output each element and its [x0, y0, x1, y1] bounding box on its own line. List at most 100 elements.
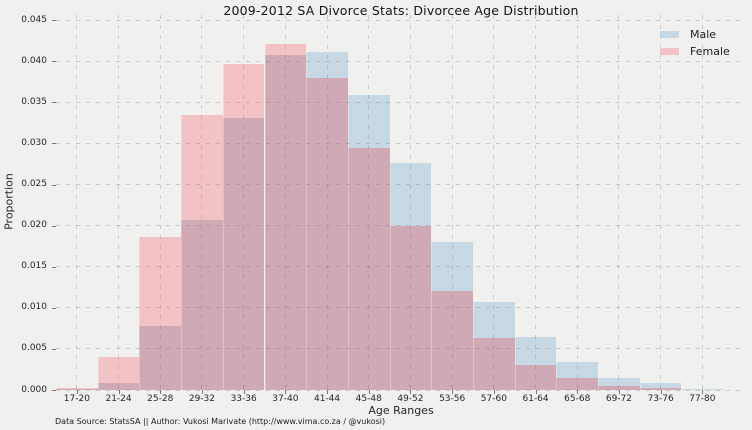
x-tickmark [285, 390, 287, 394]
x-tickmark [243, 390, 245, 394]
vertical-gridline [243, 15, 245, 390]
vertical-gridline [159, 15, 161, 390]
horizontal-gridline [56, 101, 746, 103]
male-legend-swatch [660, 31, 679, 38]
x-tick-label: 17-20 [63, 394, 90, 404]
y-tick-label: 0.045 [21, 14, 47, 25]
x-tick-label: 37-40 [272, 394, 299, 404]
y-tick-label: 0.010 [21, 302, 47, 313]
x-tick-label: 73-76 [647, 394, 674, 404]
bar-overlap-21-24 [97, 383, 140, 390]
vertical-gridline [451, 15, 453, 390]
x-tickmark [76, 390, 78, 394]
bar-overlap-41-44 [306, 77, 348, 390]
vertical-gridline [326, 15, 328, 390]
x-tickmark [702, 390, 704, 394]
y-tickmark [52, 102, 56, 104]
female-legend-swatch [660, 48, 679, 55]
y-tickmark [52, 307, 56, 309]
bar-male-45-48 [347, 94, 390, 149]
bar-overlap-37-40 [264, 54, 307, 390]
x-tick-label: 65-68 [564, 394, 591, 404]
vertical-gridline [701, 15, 703, 390]
horizontal-gridline [56, 307, 746, 309]
vertical-gridline [493, 15, 495, 390]
vertical-gridline [118, 15, 120, 390]
horizontal-gridline [56, 184, 746, 185]
bar-male-65-68 [556, 362, 599, 379]
x-tickmark [118, 390, 120, 394]
x-tick-label: 45-48 [355, 394, 382, 404]
bar-overlap-69-72 [598, 385, 640, 390]
x-tick-label: 77-80 [689, 394, 716, 404]
bar-female-33-36 [222, 63, 265, 118]
x-axis-label: Age Ranges [368, 404, 434, 417]
y-tick-label: 0.025 [21, 179, 47, 189]
bar-overlap-45-48 [347, 148, 390, 390]
x-tick-label: 25-28 [147, 394, 174, 404]
legend: Male Female [660, 26, 730, 60]
y-tickmark [52, 184, 56, 186]
y-tick-label: 0.035 [21, 96, 47, 107]
bar-male-41-44 [306, 52, 348, 78]
vertical-gridline [76, 15, 78, 390]
bar-male-49-52 [389, 163, 432, 226]
data-source-footnote: Data Source: StatsSA || Author: Vukosi M… [55, 417, 386, 426]
x-tick-label: 69-72 [605, 394, 633, 404]
bar-female-29-32 [181, 115, 223, 220]
bar-male-53-56 [431, 242, 473, 292]
x-tick-label: 41-44 [313, 394, 341, 404]
x-tick-label: 49-52 [397, 394, 424, 404]
x-tickmark [410, 390, 412, 394]
male-legend-label: Male [690, 28, 717, 41]
y-tick-label: 0.020 [21, 220, 47, 231]
horizontal-gridline [56, 19, 746, 21]
y-tickmark [52, 143, 56, 145]
bar-overlap-17-20 [56, 389, 98, 390]
female-legend-label: Female [690, 45, 730, 58]
horizontal-gridline [56, 225, 746, 227]
vertical-gridline [618, 15, 620, 390]
x-tickmark [535, 390, 537, 394]
horizontal-gridline [56, 60, 746, 62]
y-tick-label: 0.005 [21, 343, 47, 354]
vertical-gridline [368, 15, 370, 390]
bar-male-73-76 [639, 383, 682, 389]
horizontal-gridline [56, 266, 746, 268]
x-tick-label: 57-60 [480, 394, 507, 404]
bar-female-17-20 [56, 388, 98, 390]
bar-male-57-60 [473, 302, 515, 339]
y-tick-label: 0.000 [21, 384, 47, 395]
bar-male-77-80 [681, 389, 724, 390]
vertical-gridline [660, 15, 662, 390]
x-tickmark [660, 390, 662, 394]
bar-overlap-49-52 [389, 225, 432, 390]
x-tickmark [368, 390, 370, 394]
legend-item-female: Female [660, 43, 730, 60]
y-tick-label: 0.040 [21, 55, 47, 66]
horizontal-gridline [56, 348, 746, 350]
x-tickmark [201, 390, 203, 394]
x-tick-label: 53-56 [439, 394, 466, 404]
x-tickmark [493, 390, 495, 394]
x-tickmark [577, 390, 579, 394]
vertical-gridline [576, 15, 578, 390]
bar-overlap-57-60 [473, 338, 515, 390]
y-tickmark [52, 20, 56, 22]
y-tick-label: 0.015 [21, 261, 47, 272]
bar-overlap-61-64 [514, 365, 557, 390]
bar-male-69-72 [598, 377, 640, 386]
bar-female-25-28 [139, 237, 182, 326]
legend-item-male: Male [660, 26, 730, 43]
vertical-gridline [284, 15, 286, 390]
chart-title: 2009-2012 SA Divorce Stats: Divorcee Age… [223, 3, 579, 18]
x-tick-label: 33-36 [230, 394, 257, 404]
y-tickmark [52, 266, 56, 268]
y-tickmark [52, 348, 56, 350]
y-tick-label: 0.030 [21, 137, 47, 148]
bar-overlap-53-56 [431, 291, 473, 390]
